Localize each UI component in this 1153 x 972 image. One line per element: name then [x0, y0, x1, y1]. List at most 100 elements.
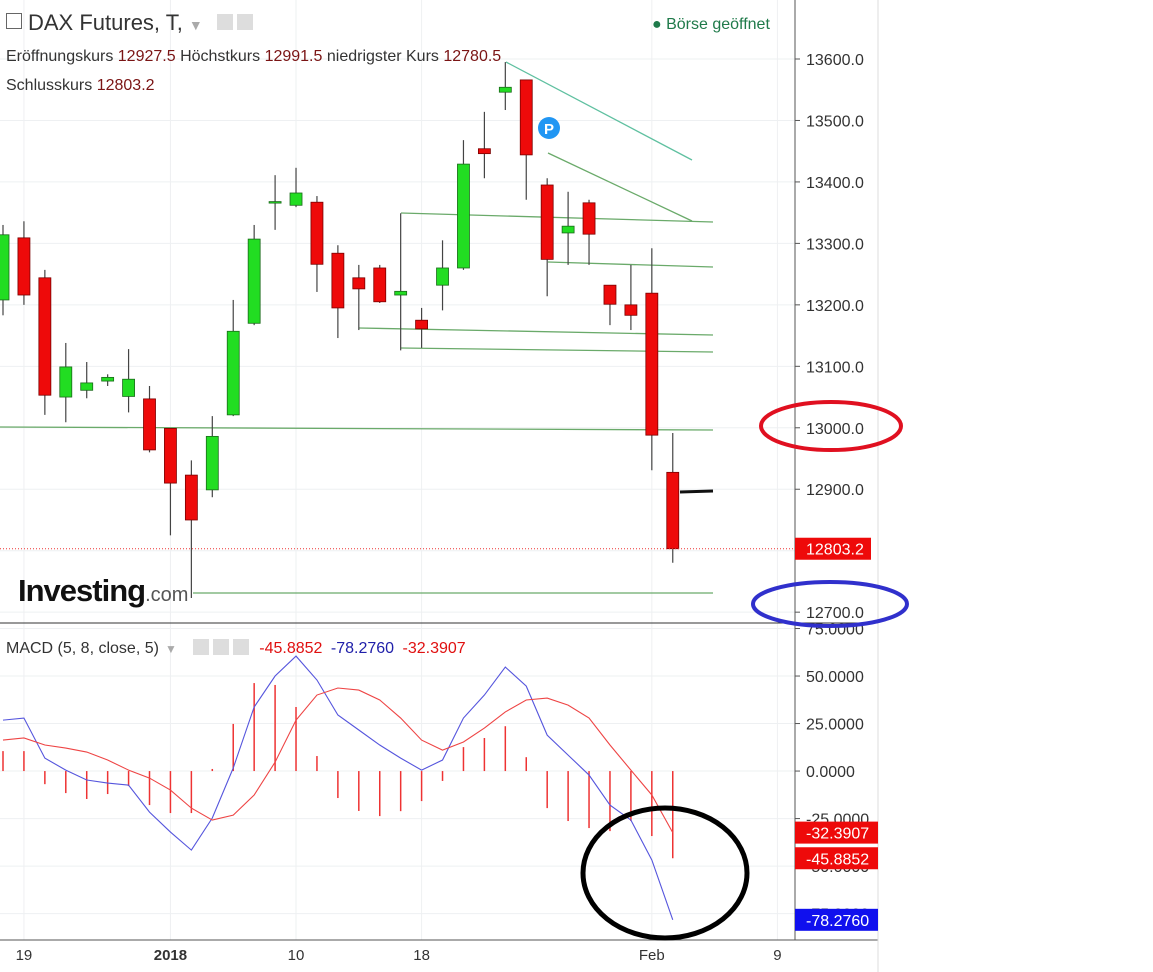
candle-body [561, 225, 575, 234]
candle-body [415, 319, 429, 330]
trend-line [547, 152, 693, 222]
candle-body [205, 435, 219, 491]
candle-body [645, 292, 659, 436]
candle-body [457, 163, 470, 269]
candle-body [268, 201, 282, 204]
candle-body [603, 284, 617, 305]
value-tag-label: -32.3907 [806, 826, 869, 843]
icon[interactable] [216, 14, 233, 30]
candle-body [373, 267, 387, 303]
logo-main: Investing [18, 573, 145, 608]
icon[interactable] [192, 639, 209, 655]
macd-plot [2, 655, 674, 920]
candle-body [477, 148, 491, 155]
value: 12780.5 [443, 48, 502, 65]
candle-body [582, 202, 596, 235]
candle-body [519, 79, 533, 156]
x-tick-label: 19 [16, 947, 33, 964]
background [0, 0, 878, 972]
candle-body [540, 184, 554, 260]
status-text: Börse geöffnet [666, 16, 770, 33]
value-tag-label: -78.2760 [806, 913, 869, 930]
annotation-circle [751, 580, 909, 628]
candle-body [38, 277, 52, 396]
y-tick-label: 13000.0 [806, 421, 864, 438]
value-tag-label: -45.8852 [806, 851, 869, 868]
macd-line [2, 655, 674, 920]
macd-header: MACD (5, 8, close, 5) ▼ -45.8852 -78.2760… [6, 639, 466, 658]
macd-value: -32.3907 [402, 640, 466, 657]
icon[interactable] [236, 14, 253, 30]
icon[interactable] [212, 639, 229, 655]
macd-title: MACD (5, 8, close, 5) [6, 640, 159, 657]
x-tick-label: 18 [413, 947, 430, 964]
macd-value: -45.8852 [259, 640, 323, 657]
candle-body [394, 290, 408, 296]
candle-body [122, 378, 135, 397]
status-dot: ● [652, 16, 667, 33]
annotation-circle [759, 400, 903, 452]
y-tick-label: 0.0000 [806, 764, 855, 781]
price-tag [795, 537, 871, 560]
y-tick-label: 13100.0 [806, 359, 864, 376]
trend-line [400, 347, 714, 353]
label: Schlusskurs [6, 77, 93, 94]
value-tag [795, 821, 878, 844]
macd-value: -78.2760 [330, 640, 395, 657]
ohlc-row: Eröffnungskurs 12927.5 Höchstkurs 12991.… [6, 48, 501, 66]
logo-suffix: .com [145, 584, 188, 606]
candle-body [498, 86, 512, 93]
candle-body [666, 471, 680, 550]
axes: 12700.012800.012900.013000.013100.013200… [16, 52, 878, 964]
value: 12991.5 [264, 48, 323, 65]
y-tick-label: 13300.0 [806, 236, 864, 253]
dropdown[interactable]: ▼ [164, 642, 177, 656]
collapse-icon[interactable] [6, 13, 22, 29]
icon[interactable] [232, 639, 249, 655]
marker[interactable] [538, 117, 560, 139]
price-plot [0, 62, 795, 599]
trend-line [0, 426, 714, 431]
candle-body [101, 376, 115, 382]
candle-body [247, 238, 261, 324]
candle-body [352, 277, 366, 290]
x-tick-label: Feb [639, 947, 665, 964]
x-tick-label: 2018 [154, 947, 187, 964]
close-row: Schlusskurs 12803.2 [6, 77, 155, 95]
candle-body [80, 382, 94, 391]
candle-body [310, 201, 324, 265]
candle-body [331, 252, 345, 309]
value-tag [795, 847, 878, 870]
candle-body [436, 267, 449, 286]
y-tick-label: 50.0000 [806, 669, 864, 686]
dropdown[interactable]: ▼ [188, 17, 203, 33]
chart-title: DAX Futures, T, [28, 10, 183, 35]
candle-body [226, 330, 240, 416]
x-tick-label: 10 [288, 947, 305, 964]
status: ● Börse geöffnet [652, 16, 770, 34]
trend-line [400, 212, 714, 223]
y-tick-label: 25.0000 [806, 717, 864, 734]
candle-body [0, 234, 10, 301]
price-tag-label: 12803.2 [806, 542, 864, 559]
trend-line [547, 261, 714, 268]
y-tick-label: 13500.0 [806, 113, 864, 130]
y-tick-label: 12900.0 [806, 482, 864, 499]
value-tag [795, 908, 878, 931]
candle-body [164, 427, 177, 484]
y-tick-label: 13600.0 [806, 52, 864, 69]
title-row: DAX Futures, T, ▼ [6, 10, 253, 36]
value: 12803.2 [96, 77, 155, 94]
candle-body [289, 192, 303, 206]
marker-label[interactable]: P [544, 121, 554, 138]
value: 12927.5 [117, 48, 176, 65]
annotation-circle [580, 805, 750, 941]
candle-body [624, 304, 638, 316]
trend-line [505, 61, 693, 161]
candle-body [143, 398, 156, 451]
candle-body [59, 366, 73, 398]
candle-body [17, 237, 31, 296]
y-tick-label: 13200.0 [806, 298, 864, 315]
